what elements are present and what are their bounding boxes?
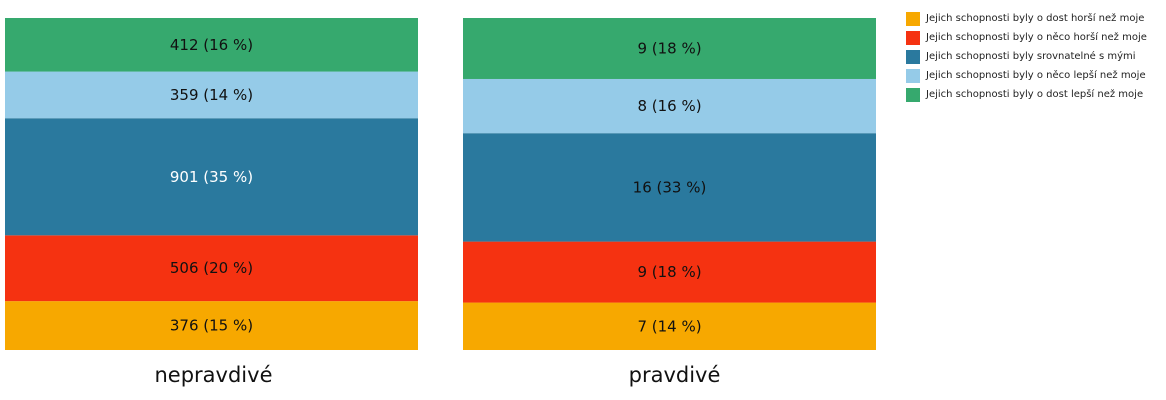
category-label: pravdivé: [629, 363, 721, 387]
data-label: 376 (15 %): [170, 317, 253, 335]
legend-item: Jejich schopnosti byly srovnatelné s mým…: [906, 47, 1147, 66]
legend-label: Jejich schopnosti byly srovnatelné s mým…: [926, 51, 1136, 62]
legend-label: Jejich schopnosti byly o něco horší než …: [926, 32, 1147, 43]
bar-segment: [463, 133, 876, 242]
legend-swatch: [906, 30, 920, 45]
legend-swatch: [906, 49, 920, 64]
legend-item: Jejich schopnosti byly o dost lepší než …: [906, 85, 1147, 104]
bar-segment: [5, 71, 418, 119]
legend-item: Jejich schopnosti byly o dost horší než …: [906, 9, 1147, 28]
bar-segment: [463, 241, 876, 303]
legend-item: Jejich schopnosti byly o něco lepší než …: [906, 66, 1147, 85]
legend-label: Jejich schopnosti byly o dost horší než …: [926, 13, 1145, 24]
data-label: 412 (16 %): [170, 36, 253, 54]
data-label: 506 (20 %): [170, 259, 253, 277]
data-label: 901 (35 %): [170, 168, 253, 186]
data-label: 7 (14 %): [637, 317, 701, 335]
data-label: 16 (33 %): [633, 178, 707, 196]
legend-item: Jejich schopnosti byly o něco horší než …: [906, 28, 1147, 47]
data-label: 9 (18 %): [637, 39, 701, 57]
data-label: 359 (14 %): [170, 86, 253, 104]
legend-swatch: [906, 68, 920, 83]
data-label: 9 (18 %): [637, 263, 701, 281]
legend-label: Jejich schopnosti byly o něco lepší než …: [926, 70, 1146, 81]
data-label: 8 (16 %): [637, 97, 701, 115]
category-label: nepravdivé: [154, 363, 272, 387]
bar-segment: [5, 118, 418, 236]
legend-label: Jejich schopnosti byly o dost lepší než …: [926, 89, 1144, 100]
bar-segment: [463, 302, 876, 350]
bar-segment: [463, 78, 876, 134]
legend-swatch: [906, 11, 920, 26]
bar-segment: [5, 301, 418, 350]
bar-segment: [5, 18, 418, 72]
bar-segment: [463, 18, 876, 79]
legend-swatch: [906, 87, 920, 102]
bar-segment: [5, 235, 418, 302]
legend: Jejich schopnosti byly o dost horší než …: [906, 9, 1147, 104]
